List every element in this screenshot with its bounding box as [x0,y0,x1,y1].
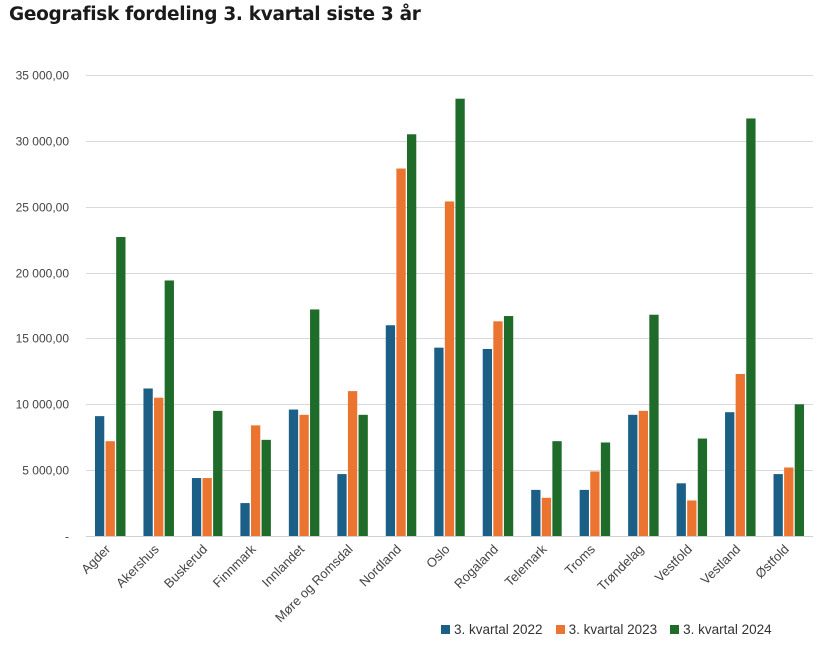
y-tick-label: 5 000,00 [22,464,69,478]
x-tick-label: Buskerud [161,542,210,591]
bar-2023-3 [250,425,261,536]
y-tick-label: 25 000,00 [16,201,70,215]
x-tick-label: Vestland [698,542,744,588]
bar-2024-9 [552,441,562,536]
x-tick-label: Troms [562,541,599,578]
bar-2022-8 [482,348,493,536]
bar-2022-10 [579,489,589,536]
bar-2024-2 [213,410,223,536]
bar-2024-0 [116,237,126,536]
bar-2024-4 [310,309,320,536]
legend-swatch-2022 [441,625,450,634]
bar-2023-6 [396,168,406,536]
bar-2023-2 [202,478,212,536]
y-tick-label: 10 000,00 [16,398,70,412]
bar-2023-7 [444,201,455,536]
y-tick-label: 20 000,00 [16,267,70,281]
bar-2024-1 [164,280,174,536]
bar-2024-6 [406,134,417,536]
x-axis-labels: Agder Akershus Buskerud Finnmark InnlandetMø… [78,541,792,625]
x-tick-label: Østfold [752,542,792,582]
x-tick-label: Rogaland [451,542,501,592]
y-tick-label: 35 000,00 [16,69,70,83]
x-tick-label: Trøndelag [594,542,646,594]
bar-2024-13 [746,118,756,536]
x-tick-label: Finnmark [210,541,259,590]
bar-2023-12 [687,500,697,536]
bar-2022-7 [434,347,444,536]
x-tick-label: Agder [78,541,114,577]
bar-2022-5 [337,474,347,536]
bar-2022-0 [94,416,105,536]
legend-label-2022: 3. kvartal 2022 [454,622,543,637]
bar-2024-3 [261,439,271,536]
bar-2024-7 [455,98,465,537]
x-tick-label: Innlandet [259,541,308,590]
bar-2023-8 [493,321,503,536]
x-tick-label: Oslo [423,542,453,572]
legend-label-2023: 3. kvartal 2023 [568,622,658,637]
bar-2023-10 [590,471,600,536]
bar-2024-14 [794,404,805,536]
y-tick-label: - [65,530,69,544]
bar-2023-4 [299,414,309,536]
bar-2023-5 [347,391,358,536]
x-tick-label: Nordland [356,542,404,590]
bars [94,98,805,537]
bar-2022-14 [773,474,783,536]
legend-item-2024: 3. kvartal 2024 [670,622,772,637]
x-tick-label: Telemark [502,541,550,589]
legend-swatch-2024 [670,625,680,634]
y-axis-ticks: - 5 000,00 10 000,00 15 000,00 20 000,00 25 0… [16,69,70,544]
bar-2022-3 [240,503,250,536]
bar-2024-11 [649,314,659,536]
legend-item-2022: 3. kvartal 2022 [441,622,543,637]
legend-label-2024: 3. kvartal 2024 [683,622,772,637]
bar-2022-12 [676,483,686,536]
bar-2023-1 [154,397,164,536]
bar-2023-9 [541,497,552,536]
bar-2024-10 [600,442,611,536]
bar-2022-9 [531,489,541,536]
bar-2023-11 [638,410,649,536]
legend: 3. kvartal 2022 3. kvartal 2023 3. kvart… [441,622,772,637]
bar-2023-0 [105,441,115,536]
chart-title: Geografisk fordeling 3. kvartal siste 3 … [9,4,421,25]
bar-2022-1 [143,388,153,536]
bar-2022-13 [725,412,735,536]
bar-2024-8 [503,316,514,536]
x-tick-label: Akershus [113,541,162,590]
bar-2022-11 [628,414,638,536]
y-tick-label: 30 000,00 [16,135,70,149]
bar-2022-4 [288,409,299,536]
legend-item-2023: 3. kvartal 2023 [555,622,658,637]
bar-2023-14 [784,467,794,536]
x-tick-label: Vestfold [652,542,695,585]
bar-2022-2 [191,478,202,536]
bar-2023-13 [735,373,745,536]
bar-2024-12 [697,438,708,536]
y-tick-label: 15 000,00 [16,332,70,346]
bar-2024-5 [358,414,368,536]
legend-swatch-2023 [555,625,565,634]
bar-2022-6 [385,325,396,536]
